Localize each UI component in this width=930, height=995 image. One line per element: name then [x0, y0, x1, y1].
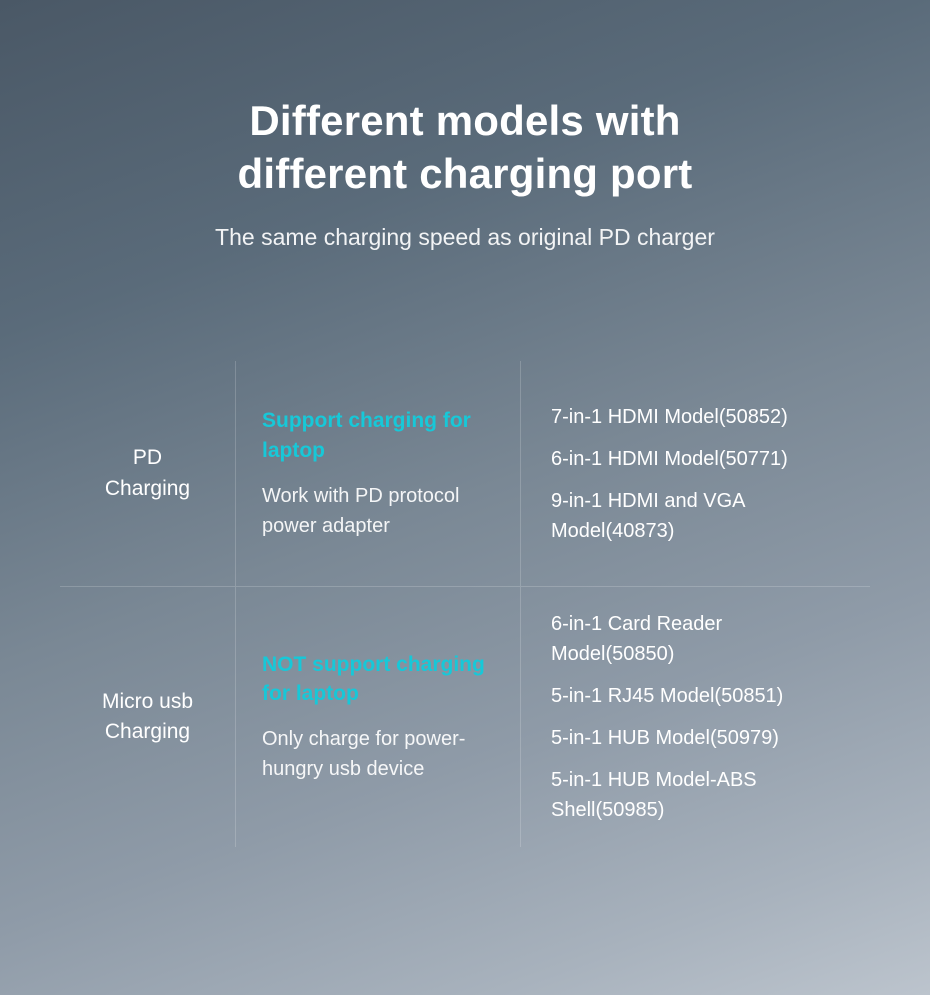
row-desc: Work with PD protocol power adapter [262, 481, 494, 541]
title-line-2: different charging port [238, 150, 693, 197]
title-line-1: Different models with [249, 97, 680, 144]
row-label: PD Charging [60, 361, 235, 586]
model-item: 5-in-1 HUB Model-ABS Shell(50985) [551, 765, 846, 825]
page: Different models with different charging… [0, 0, 930, 995]
page-title: Different models with different charging… [60, 95, 870, 200]
row-label-line1: PD [133, 443, 162, 473]
row-label-line2: Charging [105, 717, 190, 747]
row-description-cell: Support charging for laptop Work with PD… [235, 361, 520, 586]
row-label-line2: Charging [105, 474, 190, 504]
model-item: 5-in-1 RJ45 Model(50851) [551, 681, 846, 711]
model-item: 6-in-1 HDMI Model(50771) [551, 444, 846, 474]
page-subtitle: The same charging speed as original PD c… [60, 224, 870, 251]
model-item: 7-in-1 HDMI Model(50852) [551, 402, 846, 432]
row-desc: Only charge for power-hungry usb device [262, 724, 494, 784]
row-models-cell: 7-in-1 HDMI Model(50852) 6-in-1 HDMI Mod… [520, 361, 870, 586]
row-label-line1: Micro usb [102, 687, 193, 717]
model-item: 5-in-1 HUB Model(50979) [551, 723, 846, 753]
model-list: 7-in-1 HDMI Model(50852) 6-in-1 HDMI Mod… [551, 402, 846, 546]
model-item: 9-in-1 HDMI and VGA Model(40873) [551, 486, 846, 546]
row-highlight: NOT support charging for laptop [262, 650, 494, 709]
row-models-cell: 6-in-1 Card Reader Model(50850) 5-in-1 R… [520, 587, 870, 847]
model-item: 6-in-1 Card Reader Model(50850) [551, 609, 846, 669]
comparison-table: PD Charging Support charging for laptop … [60, 361, 870, 847]
row-label: Micro usb Charging [60, 587, 235, 847]
row-highlight: Support charging for laptop [262, 406, 494, 465]
table-row: Micro usb Charging NOT support charging … [60, 586, 870, 847]
row-description-cell: NOT support charging for laptop Only cha… [235, 587, 520, 847]
model-list: 6-in-1 Card Reader Model(50850) 5-in-1 R… [551, 609, 846, 825]
table-row: PD Charging Support charging for laptop … [60, 361, 870, 586]
